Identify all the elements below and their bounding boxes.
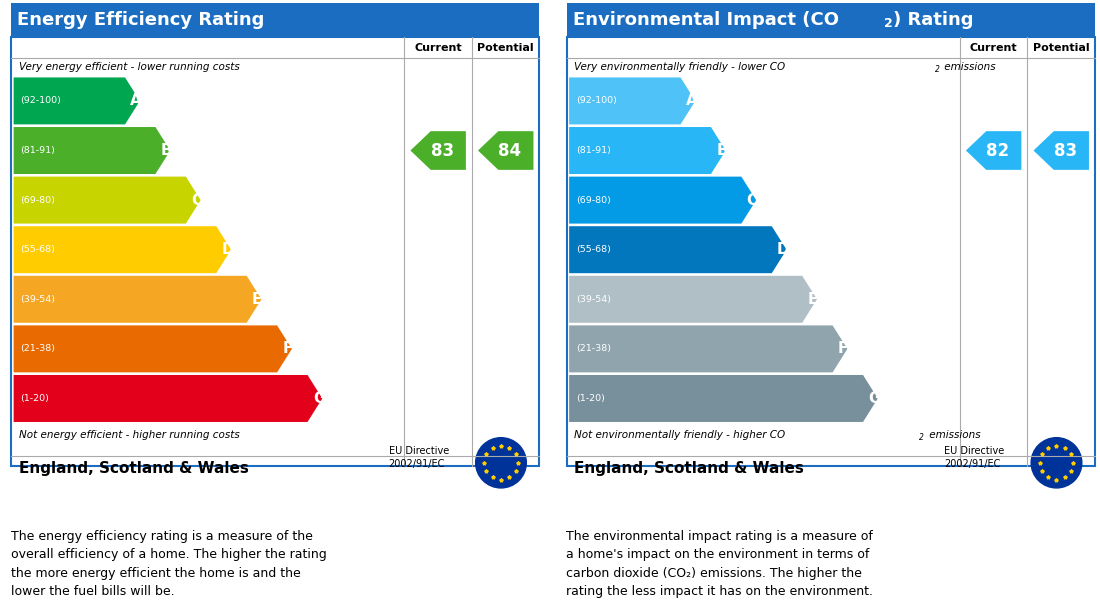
Polygon shape (13, 276, 262, 323)
Text: Potential: Potential (477, 43, 534, 52)
Text: D: D (221, 242, 234, 257)
Circle shape (1031, 437, 1081, 488)
Text: D: D (777, 242, 790, 257)
Text: Energy Efficiency Rating: Energy Efficiency Rating (18, 11, 265, 29)
Text: 83: 83 (1054, 142, 1077, 160)
Polygon shape (569, 127, 726, 174)
Text: (69-80): (69-80) (21, 196, 55, 205)
Polygon shape (569, 177, 756, 224)
Text: C: C (747, 193, 758, 208)
Polygon shape (13, 177, 200, 224)
Text: The environmental impact rating is a measure of
a home's impact on the environme: The environmental impact rating is a mea… (566, 530, 873, 598)
Text: C: C (191, 193, 202, 208)
Bar (11, 3, 539, 37)
Circle shape (475, 437, 526, 488)
Text: (39-54): (39-54) (21, 295, 55, 304)
Polygon shape (13, 226, 231, 273)
Text: (39-54): (39-54) (576, 295, 610, 304)
Text: (1-20): (1-20) (21, 394, 50, 403)
Text: (21-38): (21-38) (576, 344, 610, 354)
Text: B: B (161, 143, 173, 158)
Polygon shape (569, 78, 695, 124)
Text: Current: Current (415, 43, 462, 52)
Text: (55-68): (55-68) (576, 245, 610, 254)
Text: emissions: emissions (926, 430, 981, 440)
Polygon shape (569, 375, 878, 422)
Text: (69-80): (69-80) (576, 196, 610, 205)
Text: Very energy efficient - lower running costs: Very energy efficient - lower running co… (19, 62, 240, 72)
Polygon shape (13, 325, 292, 372)
Text: B: B (716, 143, 728, 158)
Text: A: A (130, 94, 142, 108)
Text: 82: 82 (987, 142, 1010, 160)
Text: Current: Current (970, 43, 1018, 52)
Text: Not energy efficient - higher running costs: Not energy efficient - higher running co… (19, 430, 240, 440)
Text: (81-91): (81-91) (576, 146, 610, 155)
Text: G: G (868, 391, 881, 406)
Text: A: A (685, 94, 697, 108)
Text: 2: 2 (920, 432, 924, 442)
Text: E: E (807, 292, 818, 307)
Text: The energy efficiency rating is a measure of the
overall efficiency of a home. T: The energy efficiency rating is a measur… (11, 530, 327, 598)
Text: England, Scotland & Wales: England, Scotland & Wales (574, 461, 804, 476)
Text: Very environmentally friendly - lower CO: Very environmentally friendly - lower CO (574, 62, 785, 72)
Text: Environmental Impact (CO: Environmental Impact (CO (573, 11, 839, 29)
Text: EU Directive
2002/91/EC: EU Directive 2002/91/EC (388, 446, 449, 469)
Text: (1-20): (1-20) (576, 394, 605, 403)
Polygon shape (569, 276, 817, 323)
Text: (81-91): (81-91) (21, 146, 55, 155)
Bar (566, 37, 1094, 466)
Polygon shape (478, 131, 534, 170)
Polygon shape (966, 131, 1022, 170)
Polygon shape (569, 226, 786, 273)
Text: emissions: emissions (942, 62, 996, 72)
Bar (566, 3, 1094, 37)
Text: EU Directive
2002/91/EC: EU Directive 2002/91/EC (944, 446, 1004, 469)
Polygon shape (410, 131, 466, 170)
Text: 84: 84 (498, 142, 521, 160)
Text: England, Scotland & Wales: England, Scotland & Wales (19, 461, 249, 476)
Text: 2: 2 (935, 65, 939, 73)
Text: (55-68): (55-68) (21, 245, 55, 254)
Polygon shape (13, 375, 322, 422)
Text: F: F (838, 341, 848, 357)
Polygon shape (13, 127, 170, 174)
Polygon shape (1034, 131, 1089, 170)
Text: ) Rating: ) Rating (893, 11, 974, 29)
Text: Not environmentally friendly - higher CO: Not environmentally friendly - higher CO (574, 430, 785, 440)
Text: 83: 83 (431, 142, 454, 160)
Polygon shape (569, 325, 847, 372)
Text: Potential: Potential (1033, 43, 1089, 52)
Text: (21-38): (21-38) (21, 344, 55, 354)
Text: F: F (283, 341, 293, 357)
Text: (92-100): (92-100) (21, 97, 62, 105)
Text: G: G (312, 391, 326, 406)
Text: 2: 2 (884, 17, 893, 30)
Polygon shape (13, 78, 140, 124)
Bar (11, 37, 539, 466)
Text: (92-100): (92-100) (576, 97, 617, 105)
Text: E: E (252, 292, 263, 307)
